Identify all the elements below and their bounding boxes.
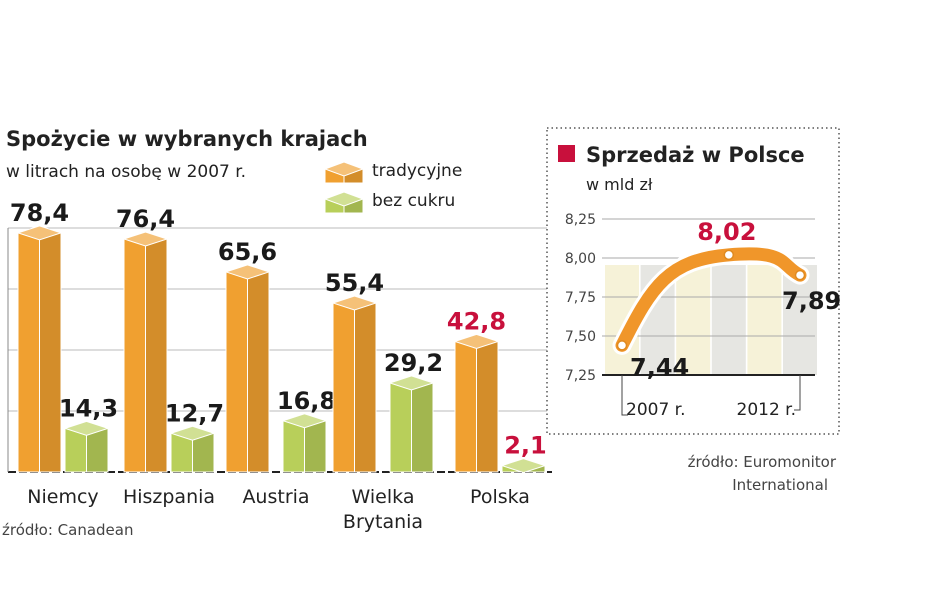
y-tick-label: 7,50	[565, 329, 596, 345]
bar-tradycyjne-front	[332, 302, 355, 473]
data-label: 14,3	[59, 394, 118, 422]
bar-bez-cukru-front	[282, 420, 305, 473]
bar-bez-cukru-top	[281, 413, 328, 429]
bar-tradycyjne-top	[224, 264, 271, 280]
x-tick-label: Hiszpania	[123, 486, 215, 508]
x-tick-label: Polska	[470, 486, 530, 508]
bar-tradycyjne-front	[225, 271, 248, 473]
bar-tradycyjne-side	[354, 302, 377, 473]
data-label: 16,8	[277, 387, 336, 415]
data-label: 29,2	[384, 349, 443, 377]
x-tick-label: Niemcy	[27, 486, 98, 508]
legend-label-tradycyjne: tradycyjne	[372, 161, 462, 181]
data-point	[616, 340, 628, 351]
bar-tradycyjne-front	[123, 238, 146, 473]
bar-chart-subtitle: w litrach na osobę w 2007 r.	[6, 162, 246, 182]
bars: 78,4 14,3 76,4 12,7 65,6 16,8 55,4 29,242,8 2,1	[10, 199, 547, 474]
line-series: 7,44 8,02 7,89	[612, 218, 841, 381]
x-axis-labels: Niemcy Hiszpania Austria Wielka Brytania Pols…	[27, 486, 530, 533]
x-bracket	[794, 375, 801, 411]
data-label: 65,6	[218, 238, 277, 266]
data-point	[794, 269, 806, 281]
column-stripe	[711, 265, 746, 375]
bar-tradycyjne-side	[39, 232, 62, 473]
bar-tradycyjne-side	[247, 271, 270, 473]
bar-tradycyjne	[331, 295, 378, 473]
bar-tradycyjne-side	[476, 340, 499, 473]
bar-bez-cukru-top	[63, 420, 110, 436]
bar-tradycyjne-top	[16, 225, 63, 241]
data-label: 7,44	[630, 353, 689, 381]
data-point	[723, 249, 735, 261]
line-chart: Sprzedaż w Polsce w mld zł 7,25 7,50 7,75 8…	[546, 127, 841, 494]
y-tick-label: 7,25	[565, 368, 596, 384]
bar-bez-cukru	[281, 413, 328, 473]
bar-bez-cukru	[169, 425, 216, 473]
data-label: 76,4	[116, 205, 175, 233]
bar-tradycyjne	[122, 231, 169, 473]
bar-tradycyjne	[224, 264, 271, 473]
bar-tradycyjne-side	[145, 238, 168, 473]
legend-swatch	[323, 161, 365, 184]
y-tick-label: 8,00	[565, 251, 596, 267]
bar-bez-cukru-side	[86, 427, 109, 473]
data-label: 55,4	[325, 269, 384, 297]
data-label: 7,89	[782, 287, 841, 315]
data-label: 2,1	[504, 432, 547, 460]
line-chart-source: źródło: Euromonitor	[688, 453, 837, 471]
bar-bez-cukru-top	[388, 375, 435, 391]
bar-tradycyjne	[16, 225, 63, 473]
line-chart-source-2: International	[732, 476, 828, 494]
legend: tradycyjne bez cukru	[323, 161, 462, 214]
bar-bez-cukru-front	[64, 427, 87, 473]
bar-bez-cukru-front	[389, 382, 412, 473]
x-bracket	[621, 375, 628, 416]
data-label: 42,8	[447, 307, 506, 335]
x-tick-label: Wielka	[352, 486, 415, 508]
title-marker	[558, 145, 575, 162]
bar-bez-cukru-top	[169, 425, 216, 441]
line-chart-subtitle: w mld zł	[586, 175, 653, 194]
column-stripe	[747, 265, 782, 375]
legend-swatch-bez-cukru	[323, 191, 365, 214]
y-tick-label: 8,25	[565, 212, 596, 228]
legend-swatch-top	[323, 191, 365, 207]
x-tick-label: 2012 r.	[737, 400, 797, 420]
bar-bez-cukru-side	[411, 382, 434, 473]
bar-tradycyjne-top	[122, 231, 169, 247]
bar-tradycyjne-front	[454, 340, 477, 473]
x-tick-label: Austria	[242, 486, 309, 508]
data-label: 78,4	[10, 199, 69, 227]
data-label: 12,7	[165, 399, 224, 427]
bar-chart-source: źródło: Canadean	[2, 521, 133, 539]
y-tick-label: 7,75	[565, 290, 596, 306]
x-tick-label: Brytania	[343, 511, 423, 533]
line-chart-title: Sprzedaż w Polsce	[586, 143, 805, 167]
bar-tradycyjne-top	[331, 295, 378, 311]
bar-bez-cukru	[388, 375, 435, 473]
x-tick-label: 2007 r.	[626, 400, 686, 420]
legend-swatch-tradycyjne	[323, 161, 365, 184]
bar-bez-cukru	[500, 458, 547, 474]
bar-bez-cukru-side	[304, 420, 327, 473]
legend-label-bez-cukru: bez cukru	[372, 191, 455, 211]
data-label: 8,02	[697, 218, 756, 246]
bar-chart-title: Spożycie w wybranych krajach	[6, 127, 368, 151]
bar-chart: Spożycie w wybranych krajach w litrach n…	[2, 127, 552, 539]
legend-swatch	[323, 191, 365, 214]
bar-tradycyjne-front	[17, 232, 40, 473]
bar-tradycyjne	[453, 333, 500, 473]
legend-swatch-top	[323, 161, 365, 177]
column-stripe	[676, 265, 711, 375]
bar-bez-cukru	[63, 420, 110, 473]
bar-tradycyjne-top	[453, 333, 500, 349]
bar-bez-cukru-top	[500, 458, 547, 474]
